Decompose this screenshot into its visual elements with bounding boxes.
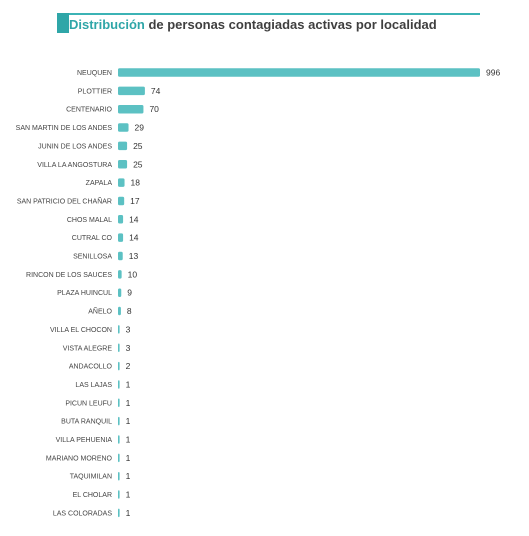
chart-title-bar: Distribución de personas contagiadas act…	[57, 13, 480, 35]
value-label: 18	[131, 178, 141, 188]
value-label: 14	[129, 214, 139, 224]
category-label: NEUQUEN	[77, 70, 112, 77]
bar	[118, 361, 120, 371]
value-label: 2	[126, 361, 131, 371]
value-label: 1	[126, 490, 131, 500]
category-label: MARIANO MORENO	[46, 455, 113, 462]
category-label: LAS LAJAS	[75, 382, 112, 389]
value-label: 1	[126, 416, 131, 426]
bar	[118, 325, 120, 334]
category-label: AÑELO	[88, 307, 112, 316]
value-label: 9	[127, 288, 132, 298]
bar	[118, 68, 480, 77]
value-label: 1	[126, 453, 131, 463]
category-label: VISTA ALEGRE	[63, 345, 113, 352]
bar	[118, 306, 121, 316]
chart-title-rest: de personas contagiadas activas por loca…	[144, 17, 437, 32]
value-label: 10	[128, 269, 138, 279]
category-label: SENILLOSA	[73, 254, 112, 261]
bar	[118, 104, 144, 114]
bar	[118, 86, 145, 96]
bar	[118, 416, 120, 426]
value-label: 74	[151, 86, 161, 96]
value-label: 1	[126, 508, 131, 518]
category-label: EL CHOLAR	[73, 492, 112, 499]
category-label: VILLA PEHUENIA	[56, 437, 113, 444]
bar	[118, 141, 128, 151]
category-label: PLOTTIER	[78, 88, 112, 95]
bar	[118, 160, 128, 169]
bar	[118, 251, 123, 261]
bar	[118, 123, 129, 132]
bar	[118, 215, 124, 224]
value-label: 14	[129, 233, 139, 243]
value-label: 3	[126, 324, 131, 334]
category-label: LAS COLORADAS	[53, 510, 112, 517]
bar	[118, 398, 120, 408]
chart-title: Distribución de personas contagiadas act…	[69, 17, 437, 32]
value-label: 25	[133, 141, 143, 151]
value-label: 3	[126, 343, 131, 353]
bar	[118, 288, 122, 297]
value-label: 17	[130, 196, 140, 206]
value-label: 70	[149, 104, 159, 114]
value-label: 8	[127, 306, 132, 316]
value-label: 996	[486, 68, 500, 78]
bar	[118, 196, 125, 206]
value-label: 1	[126, 398, 131, 408]
bar	[118, 508, 120, 518]
bar	[118, 453, 120, 463]
category-label: RINCON DE LOS SAUCES	[26, 272, 112, 279]
category-label: ZAPALA	[86, 180, 113, 187]
bar	[118, 343, 120, 352]
category-label: ANDACOLLO	[69, 364, 113, 371]
category-label: PLAZA HUINCUL	[57, 290, 112, 297]
value-label: 25	[133, 159, 143, 169]
value-label: 1	[126, 435, 131, 445]
category-label: VILLA EL CHOCON	[50, 327, 112, 334]
chart-title-highlight: Distribución	[69, 17, 145, 32]
category-label: SAN PATRICIO DEL CHAÑAR	[17, 196, 112, 205]
category-label: CENTENARIO	[66, 107, 112, 114]
bar	[118, 490, 120, 499]
bar	[118, 471, 120, 481]
category-label: JUNIN DE LOS ANDES	[38, 143, 112, 150]
bar	[118, 380, 120, 389]
category-label: SAN MARTIN DE LOS ANDES	[16, 125, 113, 132]
bar	[118, 435, 120, 444]
bar	[118, 233, 124, 242]
category-label: CUTRAL CO	[72, 235, 113, 242]
value-label: 29	[135, 123, 145, 133]
category-label: VILLA LA ANGOSTURA	[37, 162, 112, 169]
category-label: CHOS MALAL	[67, 217, 112, 224]
value-label: 1	[126, 471, 131, 481]
category-label: TAQUIMILAN	[70, 474, 112, 481]
value-label: 1	[126, 379, 131, 389]
title-rule	[57, 13, 480, 15]
category-label: BUTA RANQUIL	[61, 419, 112, 426]
category-label: PICUN LEUFU	[65, 400, 112, 407]
title-marker	[57, 13, 69, 33]
value-label: 13	[129, 251, 139, 261]
bar	[118, 178, 125, 187]
bar	[118, 270, 122, 279]
